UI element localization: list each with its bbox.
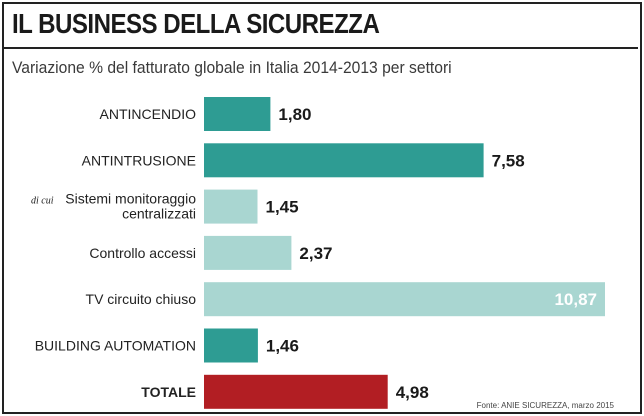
category-label-1: ANTINTRUSIONE <box>82 152 196 168</box>
value-label-0: 1,80 <box>278 105 311 124</box>
bar-5 <box>204 328 258 363</box>
category-prefix-2: di cui <box>31 196 54 207</box>
title-divider <box>2 47 638 49</box>
category-label-4: TV circuito chiuso <box>86 291 197 307</box>
value-label-3: 2,37 <box>299 244 332 263</box>
bar-4 <box>204 282 605 317</box>
category-label-5: BUILDING AUTOMATION <box>35 338 196 354</box>
category-label-0: ANTINCENDIO <box>100 106 197 122</box>
chart-source: Fonte: ANIE SICUREZZA, marzo 2015 <box>476 401 614 410</box>
value-label-1: 7,58 <box>492 151 525 170</box>
chart-title: IL BUSINESS DELLA SICUREZZA <box>12 8 380 39</box>
category-label-2-line-1: centralizzati <box>122 206 196 222</box>
bar-1 <box>204 143 484 178</box>
bar-2 <box>204 189 258 224</box>
category-label-3: Controllo accessi <box>89 245 196 261</box>
bar-0 <box>204 97 271 131</box>
bar-6 <box>204 374 388 409</box>
value-label-5: 1,46 <box>266 337 299 356</box>
value-label-2: 1,45 <box>265 198 298 217</box>
bar-3 <box>204 235 292 270</box>
category-label-6: TOTALE <box>141 384 196 400</box>
category-label-2-line-0: Sistemi monitoraggio <box>65 191 196 207</box>
value-label-4: 10,87 <box>554 290 597 309</box>
chart-subtitle: Variazione % del fatturato globale in It… <box>12 58 452 77</box>
value-label-6: 4,98 <box>396 383 429 402</box>
